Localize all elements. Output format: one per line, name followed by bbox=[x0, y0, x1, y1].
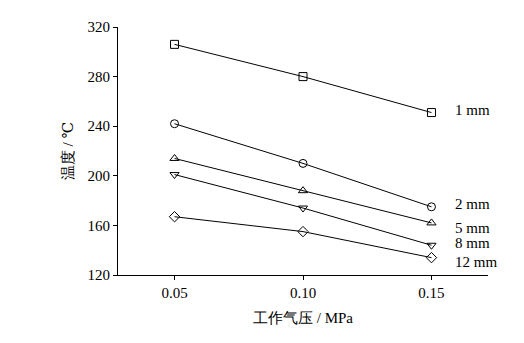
svg-text:200: 200 bbox=[88, 168, 111, 184]
svg-text:280: 280 bbox=[88, 69, 111, 85]
svg-text:0.10: 0.10 bbox=[290, 285, 316, 301]
svg-text:320: 320 bbox=[88, 19, 111, 35]
svg-text:160: 160 bbox=[88, 218, 111, 234]
svg-text:120: 120 bbox=[88, 267, 111, 283]
svg-text:工作气压 / MPa: 工作气压 / MPa bbox=[253, 310, 353, 326]
svg-text:0.15: 0.15 bbox=[418, 285, 444, 301]
svg-text:12 mm: 12 mm bbox=[455, 254, 497, 270]
svg-text:5 mm: 5 mm bbox=[455, 220, 490, 236]
svg-text:1 mm: 1 mm bbox=[455, 102, 490, 118]
svg-text:温度 / ℃: 温度 / ℃ bbox=[60, 122, 76, 180]
svg-text:0.05: 0.05 bbox=[161, 285, 187, 301]
svg-text:8 mm: 8 mm bbox=[455, 235, 490, 251]
svg-text:2 mm: 2 mm bbox=[455, 196, 490, 212]
svg-text:240: 240 bbox=[88, 118, 111, 134]
